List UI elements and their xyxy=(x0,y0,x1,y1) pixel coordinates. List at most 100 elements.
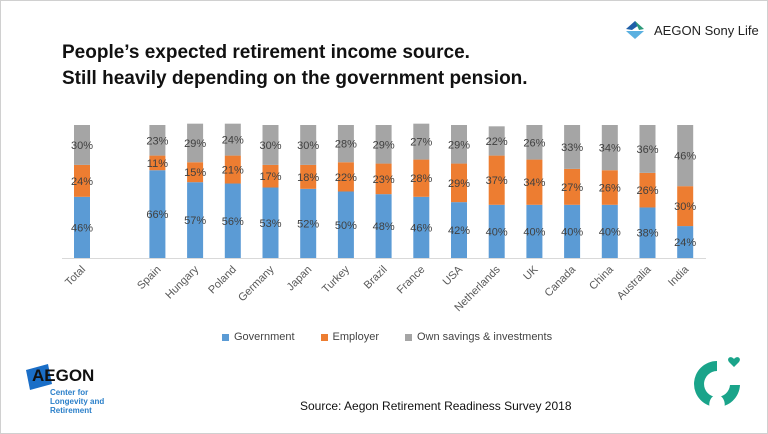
bar-government-france xyxy=(413,196,430,258)
data-label: 40% xyxy=(523,226,545,238)
legend-label: Government xyxy=(234,331,295,343)
data-label: 52% xyxy=(297,218,319,230)
legend-swatch xyxy=(320,333,328,341)
bar-employer-australia xyxy=(639,172,656,208)
bar-employer-canada xyxy=(564,168,581,205)
bar-own-savings-investments-china xyxy=(601,125,618,171)
bar-employer-usa xyxy=(451,163,467,203)
data-label: 28% xyxy=(410,173,432,185)
data-label: 26% xyxy=(523,137,545,149)
source-note: Source: Aegon Retirement Readiness Surve… xyxy=(300,399,572,413)
data-label: 46% xyxy=(674,151,696,163)
brand-name: AEGON Sony Life xyxy=(654,22,759,38)
data-label: 34% xyxy=(523,177,545,189)
bar-employer-spain xyxy=(149,155,166,171)
data-label: 53% xyxy=(259,218,281,230)
bar-own-savings-investments-hungary xyxy=(187,123,204,163)
bar-employer-china xyxy=(601,170,618,205)
bar-employer-japan xyxy=(300,164,317,189)
aegon-diamond-icon xyxy=(626,21,644,39)
legend-swatch xyxy=(222,333,229,341)
data-label: 30% xyxy=(259,140,281,152)
bar-own-savings-investments-germany xyxy=(262,125,279,165)
legend-item-employer: Employer xyxy=(320,331,379,343)
bar-own-savings-investments-total xyxy=(74,125,90,165)
bar-employer-poland xyxy=(224,155,241,184)
title-line-1: People’s expected retirement income sour… xyxy=(62,42,470,63)
data-label: 42% xyxy=(448,225,470,237)
data-label: 21% xyxy=(222,165,244,177)
data-label: 22% xyxy=(335,172,357,184)
bar-government-turkey xyxy=(337,191,354,258)
x-tick-label: Poland xyxy=(206,264,239,297)
data-label: 24% xyxy=(222,135,244,147)
data-label: 30% xyxy=(297,140,319,152)
aegon-flag-icon xyxy=(26,364,52,390)
slide-title: People’s expected retirement income sour… xyxy=(62,40,528,92)
bar-own-savings-investments-uk xyxy=(526,125,543,160)
bar-government-japan xyxy=(300,188,317,258)
bar-employer-total xyxy=(74,164,90,197)
data-label: 26% xyxy=(636,185,658,197)
bar-government-australia xyxy=(639,207,656,258)
bar-government-germany xyxy=(262,187,279,258)
chart-legend: Government Employer Own savings & invest… xyxy=(222,331,552,343)
x-tick-label: France xyxy=(395,264,428,297)
x-tick-label: Brazil xyxy=(362,264,390,292)
bar-government-spain xyxy=(149,170,166,258)
x-tick-label: Canada xyxy=(542,263,578,299)
data-label: 23% xyxy=(146,135,168,147)
x-tick-label: Australia xyxy=(615,263,654,302)
data-label: 24% xyxy=(674,237,696,249)
bar-own-savings-investments-poland xyxy=(224,123,241,156)
bar-government-poland xyxy=(224,183,241,258)
stacked-bar-chart: 46% 24% 30% Total 66% 11% 23% Spain 57% 15% 29% Hun… xyxy=(62,123,706,314)
x-tick-label: India xyxy=(666,263,692,289)
legend-label: Employer xyxy=(332,331,379,343)
data-label: 29% xyxy=(448,178,470,190)
data-label: 40% xyxy=(486,226,508,238)
x-tick-label: Total xyxy=(63,264,88,289)
x-tick-label: China xyxy=(587,263,616,292)
data-label: 29% xyxy=(448,139,470,151)
bar-government-hungary xyxy=(187,182,204,258)
bar-government-canada xyxy=(564,204,581,258)
data-label: 56% xyxy=(222,216,244,228)
data-label: 37% xyxy=(486,175,508,187)
data-label: 40% xyxy=(561,226,583,238)
x-tick-label: Hungary xyxy=(163,263,201,301)
data-label: 50% xyxy=(335,220,357,232)
bar-employer-turkey xyxy=(337,162,354,192)
bar-own-savings-investments-turkey xyxy=(337,125,354,163)
data-label: 30% xyxy=(71,140,93,152)
x-tick-label: Turkey xyxy=(320,263,352,295)
bar-own-savings-investments-usa xyxy=(451,125,467,164)
legend-label: Own savings & investments xyxy=(417,331,553,343)
aegon-wordmark: AEGON xyxy=(32,366,95,385)
data-label: 29% xyxy=(373,139,395,151)
data-label: 27% xyxy=(410,137,432,149)
bar-employer-germany xyxy=(262,164,279,188)
data-label: 46% xyxy=(410,222,432,234)
data-label: 18% xyxy=(297,172,319,184)
bar-own-savings-investments-canada xyxy=(564,125,581,169)
data-label: 40% xyxy=(599,226,621,238)
data-label: 15% xyxy=(184,167,206,179)
data-label: 34% xyxy=(599,143,621,155)
bar-employer-india xyxy=(677,186,694,227)
center-subtitle: Center for Longevity and Retirement xyxy=(50,388,105,415)
x-tick-label: Germany xyxy=(236,263,277,304)
data-label: 27% xyxy=(561,182,583,194)
data-label: 26% xyxy=(599,183,621,195)
bar-government-brazil xyxy=(375,194,392,258)
data-label: 36% xyxy=(636,144,658,156)
bar-own-savings-investments-france xyxy=(413,123,430,160)
data-label: 29% xyxy=(184,138,206,150)
aegon-sony-life-logo: AEGON Sony Life xyxy=(624,20,759,40)
bar-government-total xyxy=(74,196,90,258)
data-label: 30% xyxy=(674,201,696,213)
bar-employer-brazil xyxy=(375,163,392,195)
x-tick-label: UK xyxy=(521,263,541,283)
title-line-2: Still heavily depending on the governmen… xyxy=(62,68,528,89)
data-label: 11% xyxy=(147,158,168,170)
